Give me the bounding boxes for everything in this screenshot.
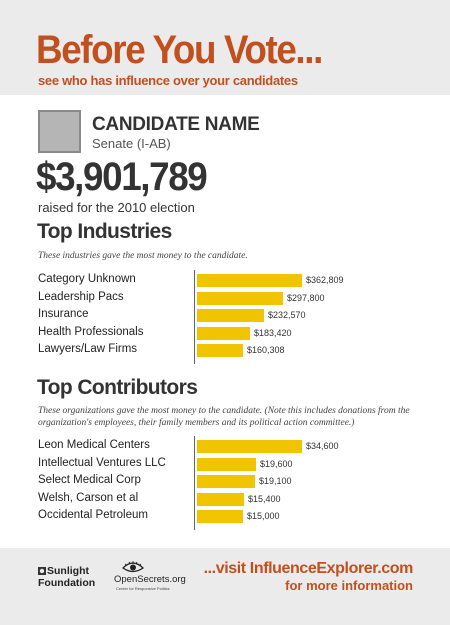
industry-value: $362,809 xyxy=(306,275,344,285)
contributor-value: $15,400 xyxy=(248,493,281,504)
industry-axis-line xyxy=(194,270,195,364)
industries-title: Top Industries xyxy=(37,220,172,243)
contributor-bar xyxy=(197,492,244,506)
page-subtitle: see who has influence over your candidat… xyxy=(38,73,298,88)
page-title: Before You Vote... xyxy=(36,28,323,72)
industry-bar xyxy=(197,274,302,287)
opensecrets-tagline: Center for Responsive Politics xyxy=(116,586,170,591)
industry-value: $183,420 xyxy=(254,327,292,338)
sunlight-text: Sunlight xyxy=(47,565,89,577)
industry-label: Insurance xyxy=(38,308,89,320)
industry-value: $297,800 xyxy=(287,292,325,303)
eye-icon xyxy=(122,561,144,573)
industry-value: $232,570 xyxy=(268,310,306,320)
contributor-label: Select Medical Corp xyxy=(38,474,141,486)
industry-value: $160,308 xyxy=(247,345,285,355)
contributor-bar xyxy=(197,457,256,471)
candidate-office: Senate (I-AB) xyxy=(92,136,171,151)
contributor-label: Leon Medical Centers xyxy=(38,439,150,451)
industries-description: These industries gave the most money to … xyxy=(38,251,248,261)
opensecrets-name: OpenSecrets.org xyxy=(114,574,186,585)
industry-label: Category Unknown xyxy=(38,273,136,285)
contributor-value: $19,100 xyxy=(259,476,292,486)
industry-bar xyxy=(197,326,250,340)
amount-raised: $3,901,789 xyxy=(36,155,208,199)
industry-label: Lawyers/Law Firms xyxy=(38,343,138,355)
contributor-label: Occidental Petroleum xyxy=(38,509,148,521)
header xyxy=(0,0,450,94)
contributor-axis-line xyxy=(194,436,195,530)
amount-caption: raised for the 2010 election xyxy=(38,200,195,215)
candidate-photo-placeholder xyxy=(38,110,81,153)
footer xyxy=(0,548,450,625)
contributors-title: Top Contributors xyxy=(37,376,198,399)
contributor-label: Welsh, Carson et al xyxy=(38,491,139,504)
opensecrets-logo[interactable]: OpenSecrets.org Center for Responsive Po… xyxy=(114,560,188,596)
foundation-text: Foundation xyxy=(38,577,96,589)
industry-bar xyxy=(197,291,283,305)
contributor-value: $34,600 xyxy=(306,441,339,451)
contributor-label: Intellectual Ventures LLC xyxy=(38,456,166,469)
contributor-bar xyxy=(197,475,255,488)
visit-subtext: for more information xyxy=(285,578,413,593)
contributor-bar xyxy=(197,440,302,453)
contributor-bar xyxy=(197,510,243,523)
industry-bar xyxy=(197,309,264,322)
contributors-description: These organizations gave the most money … xyxy=(38,406,410,428)
contributor-value: $19,600 xyxy=(260,458,293,469)
visit-link[interactable]: ...visit InfluenceExplorer.com xyxy=(203,560,414,577)
industry-label: Health Professionals xyxy=(38,325,144,338)
industry-bar xyxy=(197,344,243,357)
sun-icon xyxy=(38,567,46,575)
industry-label: Leadership Pacs xyxy=(38,290,124,303)
candidate-name: CANDIDATE NAME xyxy=(92,114,260,135)
contributor-value: $15,000 xyxy=(247,511,280,521)
